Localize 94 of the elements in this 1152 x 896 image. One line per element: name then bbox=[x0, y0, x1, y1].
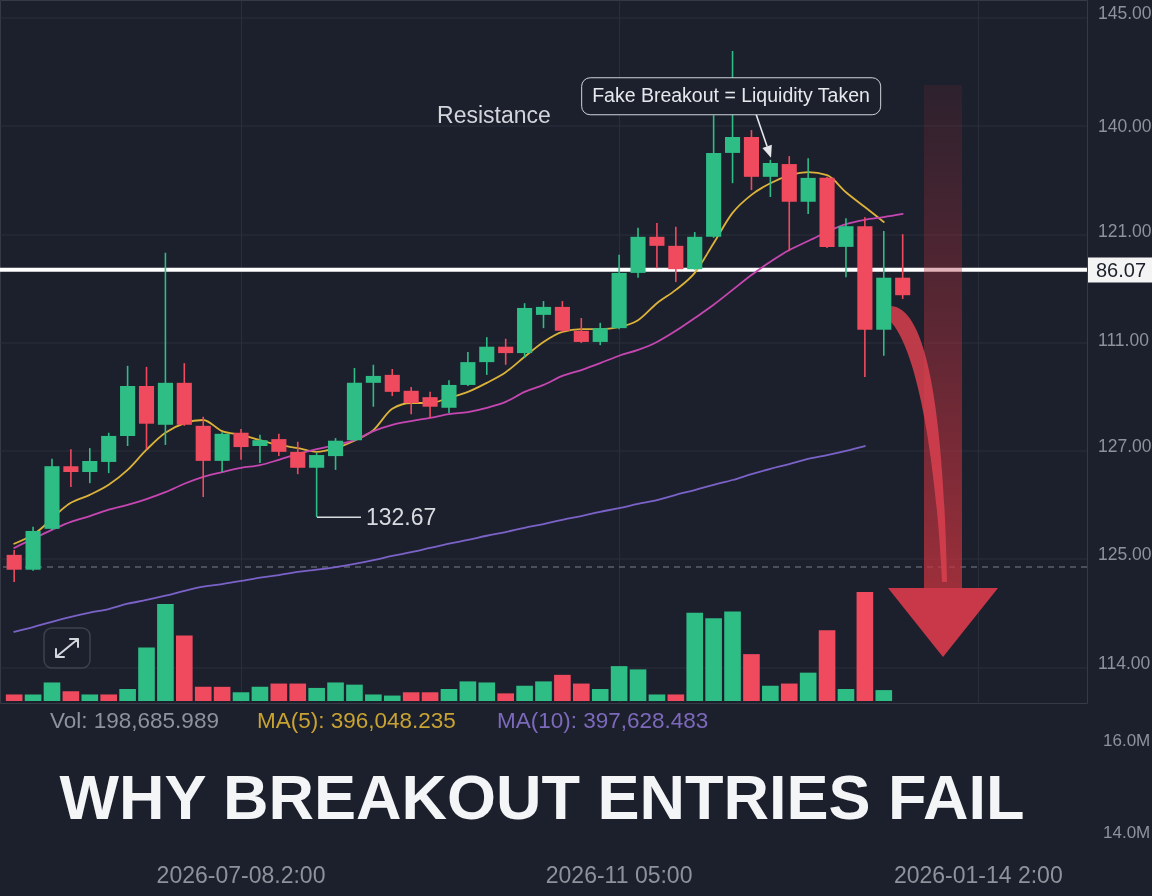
candlestick bbox=[252, 434, 268, 464]
bar bbox=[308, 687, 325, 701]
bar bbox=[119, 689, 136, 701]
bar bbox=[610, 666, 628, 701]
bar bbox=[270, 683, 288, 701]
annotation: 132.67 bbox=[317, 503, 437, 530]
candlestick bbox=[498, 337, 514, 366]
candlestick bbox=[800, 157, 816, 215]
text: 140.00 bbox=[1098, 116, 1152, 137]
bar bbox=[705, 618, 722, 701]
text: MA(10): 397,628.483 bbox=[497, 707, 709, 733]
text: 16.0M bbox=[1103, 730, 1151, 750]
candlestick bbox=[838, 217, 854, 278]
bar bbox=[81, 694, 99, 701]
candlestick bbox=[592, 322, 608, 346]
bar bbox=[232, 692, 250, 701]
bar bbox=[43, 682, 61, 701]
candlestick bbox=[649, 222, 665, 269]
bar bbox=[440, 689, 458, 701]
bar bbox=[554, 674, 571, 701]
bar bbox=[157, 603, 174, 701]
candlestick bbox=[82, 447, 98, 484]
bar bbox=[516, 685, 533, 701]
bar bbox=[402, 692, 420, 701]
candlestick bbox=[460, 351, 476, 387]
bar bbox=[648, 694, 666, 701]
bar bbox=[138, 647, 155, 701]
text: 127.00 bbox=[1098, 436, 1152, 457]
bar bbox=[365, 694, 382, 701]
bar bbox=[837, 689, 855, 701]
x-tick-label: 2026-11 05:00 bbox=[545, 861, 693, 888]
candlestick bbox=[668, 225, 684, 283]
x-tick-label: 2026-07-08.2:00 bbox=[156, 861, 326, 888]
candlestick bbox=[403, 386, 419, 415]
bar bbox=[24, 694, 42, 701]
candlestick bbox=[233, 428, 249, 461]
x-tick-label: 2026-01-14 2:00 bbox=[893, 861, 1063, 888]
bar bbox=[194, 686, 212, 701]
annotation: Resistance bbox=[437, 101, 551, 128]
bar bbox=[780, 683, 798, 701]
text: WHY BREAKOUT ENTRIES FAIL bbox=[59, 761, 1025, 832]
candlestick bbox=[573, 317, 589, 344]
bar bbox=[799, 672, 817, 701]
bar bbox=[572, 683, 590, 701]
bar bbox=[497, 693, 515, 701]
text: 121.00 bbox=[1098, 221, 1152, 242]
candlestick bbox=[422, 391, 438, 419]
bar bbox=[251, 686, 269, 701]
text: MA(5): 396,048.235 bbox=[257, 707, 456, 733]
text: 14.0M bbox=[1103, 822, 1151, 842]
candlestick bbox=[309, 452, 325, 518]
bar bbox=[213, 686, 231, 701]
bar bbox=[743, 654, 760, 701]
bar bbox=[327, 682, 344, 701]
bar bbox=[535, 681, 552, 701]
bar bbox=[724, 611, 741, 701]
candlestick bbox=[63, 448, 79, 488]
text: 111.00 bbox=[1098, 330, 1149, 351]
candlestick bbox=[762, 159, 778, 198]
bar bbox=[289, 683, 307, 701]
candlestick bbox=[895, 233, 911, 300]
candlestick bbox=[290, 440, 306, 475]
text: 125.00 bbox=[1098, 544, 1152, 565]
text: 86.07 bbox=[1088, 257, 1152, 283]
candlestick bbox=[554, 300, 570, 333]
text: 145.00 bbox=[1098, 3, 1152, 24]
bar bbox=[421, 692, 439, 701]
candlestick bbox=[6, 549, 22, 583]
bar bbox=[629, 669, 647, 701]
candlestick bbox=[327, 437, 344, 471]
bar bbox=[459, 681, 477, 701]
candlestick bbox=[479, 336, 495, 376]
text: 114.00 bbox=[1098, 653, 1151, 674]
bar bbox=[686, 612, 704, 701]
bar bbox=[667, 694, 685, 701]
bar bbox=[762, 685, 779, 701]
text: Vol: 198,685.989 bbox=[50, 707, 219, 733]
candlestick bbox=[384, 368, 400, 397]
bar bbox=[383, 695, 401, 701]
bar bbox=[591, 689, 609, 701]
bar bbox=[62, 691, 80, 701]
candlestick bbox=[535, 300, 552, 329]
candlestick bbox=[365, 363, 381, 408]
candlestick bbox=[441, 379, 457, 414]
bar bbox=[5, 694, 23, 701]
bar bbox=[100, 694, 118, 701]
bar bbox=[478, 682, 496, 701]
annotation: Fake Breakout = Liquidity Taken bbox=[581, 77, 881, 115]
bar bbox=[346, 684, 363, 701]
bar bbox=[875, 690, 893, 701]
bar bbox=[176, 635, 193, 701]
bar bbox=[818, 630, 836, 701]
candlestick bbox=[271, 433, 287, 457]
bar bbox=[856, 592, 874, 701]
